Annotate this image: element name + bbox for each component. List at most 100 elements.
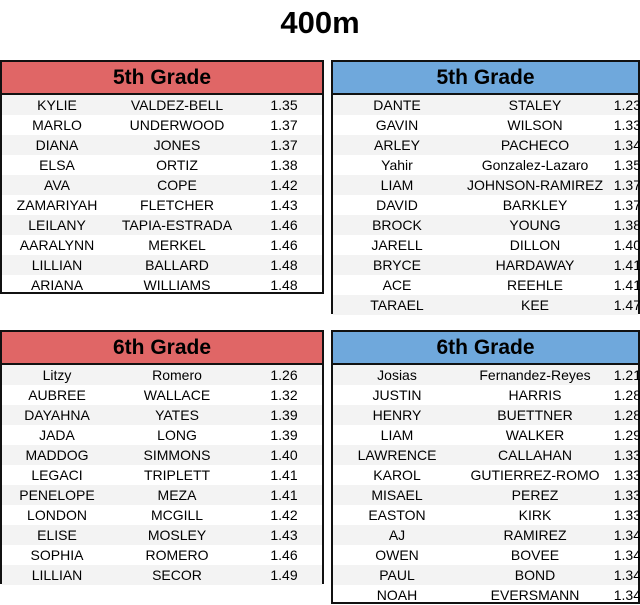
first-name-cell: OWEN: [375, 547, 419, 563]
table-row: DANTE STALEY 1.23: [333, 95, 640, 115]
time-cell: 1.37: [270, 137, 298, 153]
girls-5th-grade-table: 5th Grade KYLIE VALDEZ-BELL 1.35 MARLO UNDER…: [0, 60, 324, 294]
time-cell: 1.41: [270, 487, 298, 503]
table-row: MISAEL PEREZ 1.33: [333, 485, 640, 505]
time-cell: 1.40: [270, 447, 298, 463]
last-name-cell: SECOR: [152, 567, 202, 583]
table-row: MARLO UNDERWOOD 1.37: [2, 115, 322, 135]
first-name-cell: AUBREE: [28, 387, 86, 403]
last-name-cell: ORTIZ: [156, 157, 198, 173]
table-body: Josias Fernandez-Reyes 1.21 JUSTIN HARRIS 1.2…: [333, 365, 640, 605]
last-name-cell: BUETTNER: [497, 407, 573, 423]
last-name-cell: GUTIERREZ-ROMO: [470, 467, 600, 483]
time-cell: 1.35: [270, 97, 298, 113]
table-row: TARAEL KEE 1.47: [333, 295, 640, 315]
last-name-cell: MEZA: [157, 487, 197, 503]
time-cell: 1.42: [270, 507, 298, 523]
table-body: Litzy Romero 1.26 AUBREE WALLACE 1.32 DAYAHNA Y…: [2, 365, 322, 585]
time-cell: 1.28: [613, 407, 640, 423]
table-row: Litzy Romero 1.26: [2, 365, 322, 385]
first-name-cell: MISAEL: [371, 487, 423, 503]
first-name-cell: DANTE: [373, 97, 421, 113]
first-name-cell: EASTON: [368, 507, 426, 523]
first-name-cell: Yahir: [381, 157, 413, 173]
last-name-cell: MCGILL: [150, 507, 204, 523]
first-name-cell: DAVID: [376, 197, 418, 213]
table-row: BROCK YOUNG 1.38: [333, 215, 640, 235]
boys-5th-grade-table: 5th Grade DANTE STALEY 1.23 GAVIN WILSON 1.33…: [331, 60, 640, 315]
last-name-cell: HARDAWAY: [495, 257, 575, 273]
time-cell: 1.33: [613, 467, 640, 483]
time-cell: 1.41: [613, 277, 640, 293]
first-name-cell: AARALYNN: [19, 237, 95, 253]
table-row: ZAMARIYAH FLETCHER 1.43: [2, 195, 322, 215]
table-row: KYLIE VALDEZ-BELL 1.35: [2, 95, 322, 115]
last-name-cell: BALLARD: [145, 257, 209, 273]
time-cell: 1.37: [613, 177, 640, 193]
last-name-cell: KEE: [520, 297, 549, 313]
table-row: DIANA JONES 1.37: [2, 135, 322, 155]
time-cell: 1.41: [270, 467, 298, 483]
table-row: ARLEY PACHECO 1.34: [333, 135, 640, 155]
table-row: Josias Fernandez-Reyes 1.21: [333, 365, 640, 385]
first-name-cell: PAUL: [379, 567, 415, 583]
table-row: KAROL GUTIERREZ-ROMO 1.33: [333, 465, 640, 485]
time-cell: 1.23: [613, 97, 640, 113]
last-name-cell: PEREZ: [511, 487, 559, 503]
time-cell: 1.38: [613, 217, 640, 233]
table-row: AARALYNN MERKEL 1.46: [2, 235, 322, 255]
table-row: MADDOG SIMMONS 1.40: [2, 445, 322, 465]
last-name-cell: BOND: [514, 567, 556, 583]
first-name-cell: DIANA: [35, 137, 79, 153]
table-row: LEGACI TRIPLETT 1.41: [2, 465, 322, 485]
table-heading: 5th Grade: [2, 62, 322, 95]
last-name-cell: BOVEE: [510, 547, 560, 563]
first-name-cell: SOPHIA: [30, 547, 84, 563]
last-name-cell: DILLON: [509, 237, 561, 253]
first-name-cell: LONDON: [27, 507, 87, 523]
last-name-cell: WILLIAMS: [143, 277, 211, 293]
table-row: NOAH EVERSMANN 1.34: [333, 585, 640, 605]
time-cell: 1.46: [270, 547, 298, 563]
last-name-cell: LONG: [157, 427, 197, 443]
first-name-cell: ELSA: [39, 157, 75, 173]
last-name-cell: WALLACE: [143, 387, 211, 403]
page-title: 400m: [280, 5, 360, 40]
first-name-cell: AVA: [44, 177, 70, 193]
first-name-cell: ACE: [382, 277, 412, 293]
time-cell: 1.34: [613, 527, 640, 543]
time-cell: 1.43: [270, 527, 298, 543]
table-row: PENELOPE MEZA 1.41: [2, 485, 322, 505]
time-cell: 1.46: [270, 237, 298, 253]
table-row: ELISE MOSLEY 1.43: [2, 525, 322, 545]
last-name-cell: RAMIREZ: [503, 527, 567, 543]
time-cell: 1.48: [270, 277, 298, 293]
table-row: LEILANY TAPIA-ESTRADA 1.46: [2, 215, 322, 235]
last-name-cell: VALDEZ-BELL: [130, 97, 224, 113]
table-row: HENRY BUETTNER 1.28: [333, 405, 640, 425]
first-name-cell: ARIANA: [30, 277, 84, 293]
time-cell: 1.39: [270, 427, 298, 443]
last-name-cell: COPE: [157, 177, 197, 193]
table-row: AJ RAMIREZ 1.34: [333, 525, 640, 545]
first-name-cell: LEILANY: [28, 217, 86, 233]
first-name-cell: HENRY: [372, 407, 422, 423]
table-row: BRYCE HARDAWAY 1.41: [333, 255, 640, 275]
first-name-cell: MADDOG: [25, 447, 89, 463]
first-name-cell: BRYCE: [373, 257, 421, 273]
time-cell: 1.32: [270, 387, 298, 403]
first-name-cell: TARAEL: [370, 297, 424, 313]
time-cell: 1.21: [613, 367, 640, 383]
time-cell: 1.34: [613, 547, 640, 563]
time-cell: 1.43: [270, 197, 298, 213]
first-name-cell: LEGACI: [31, 467, 83, 483]
table-row: LAWRENCE CALLAHAN 1.33: [333, 445, 640, 465]
time-cell: 1.28: [613, 387, 640, 403]
first-name-cell: ZAMARIYAH: [16, 197, 98, 213]
time-cell: 1.49: [270, 567, 298, 583]
first-name-cell: ARLEY: [374, 137, 420, 153]
last-name-cell: MERKEL: [148, 237, 206, 253]
time-cell: 1.33: [613, 447, 640, 463]
first-name-cell: PENELOPE: [19, 487, 95, 503]
table-row: LIAM WALKER 1.29: [333, 425, 640, 445]
